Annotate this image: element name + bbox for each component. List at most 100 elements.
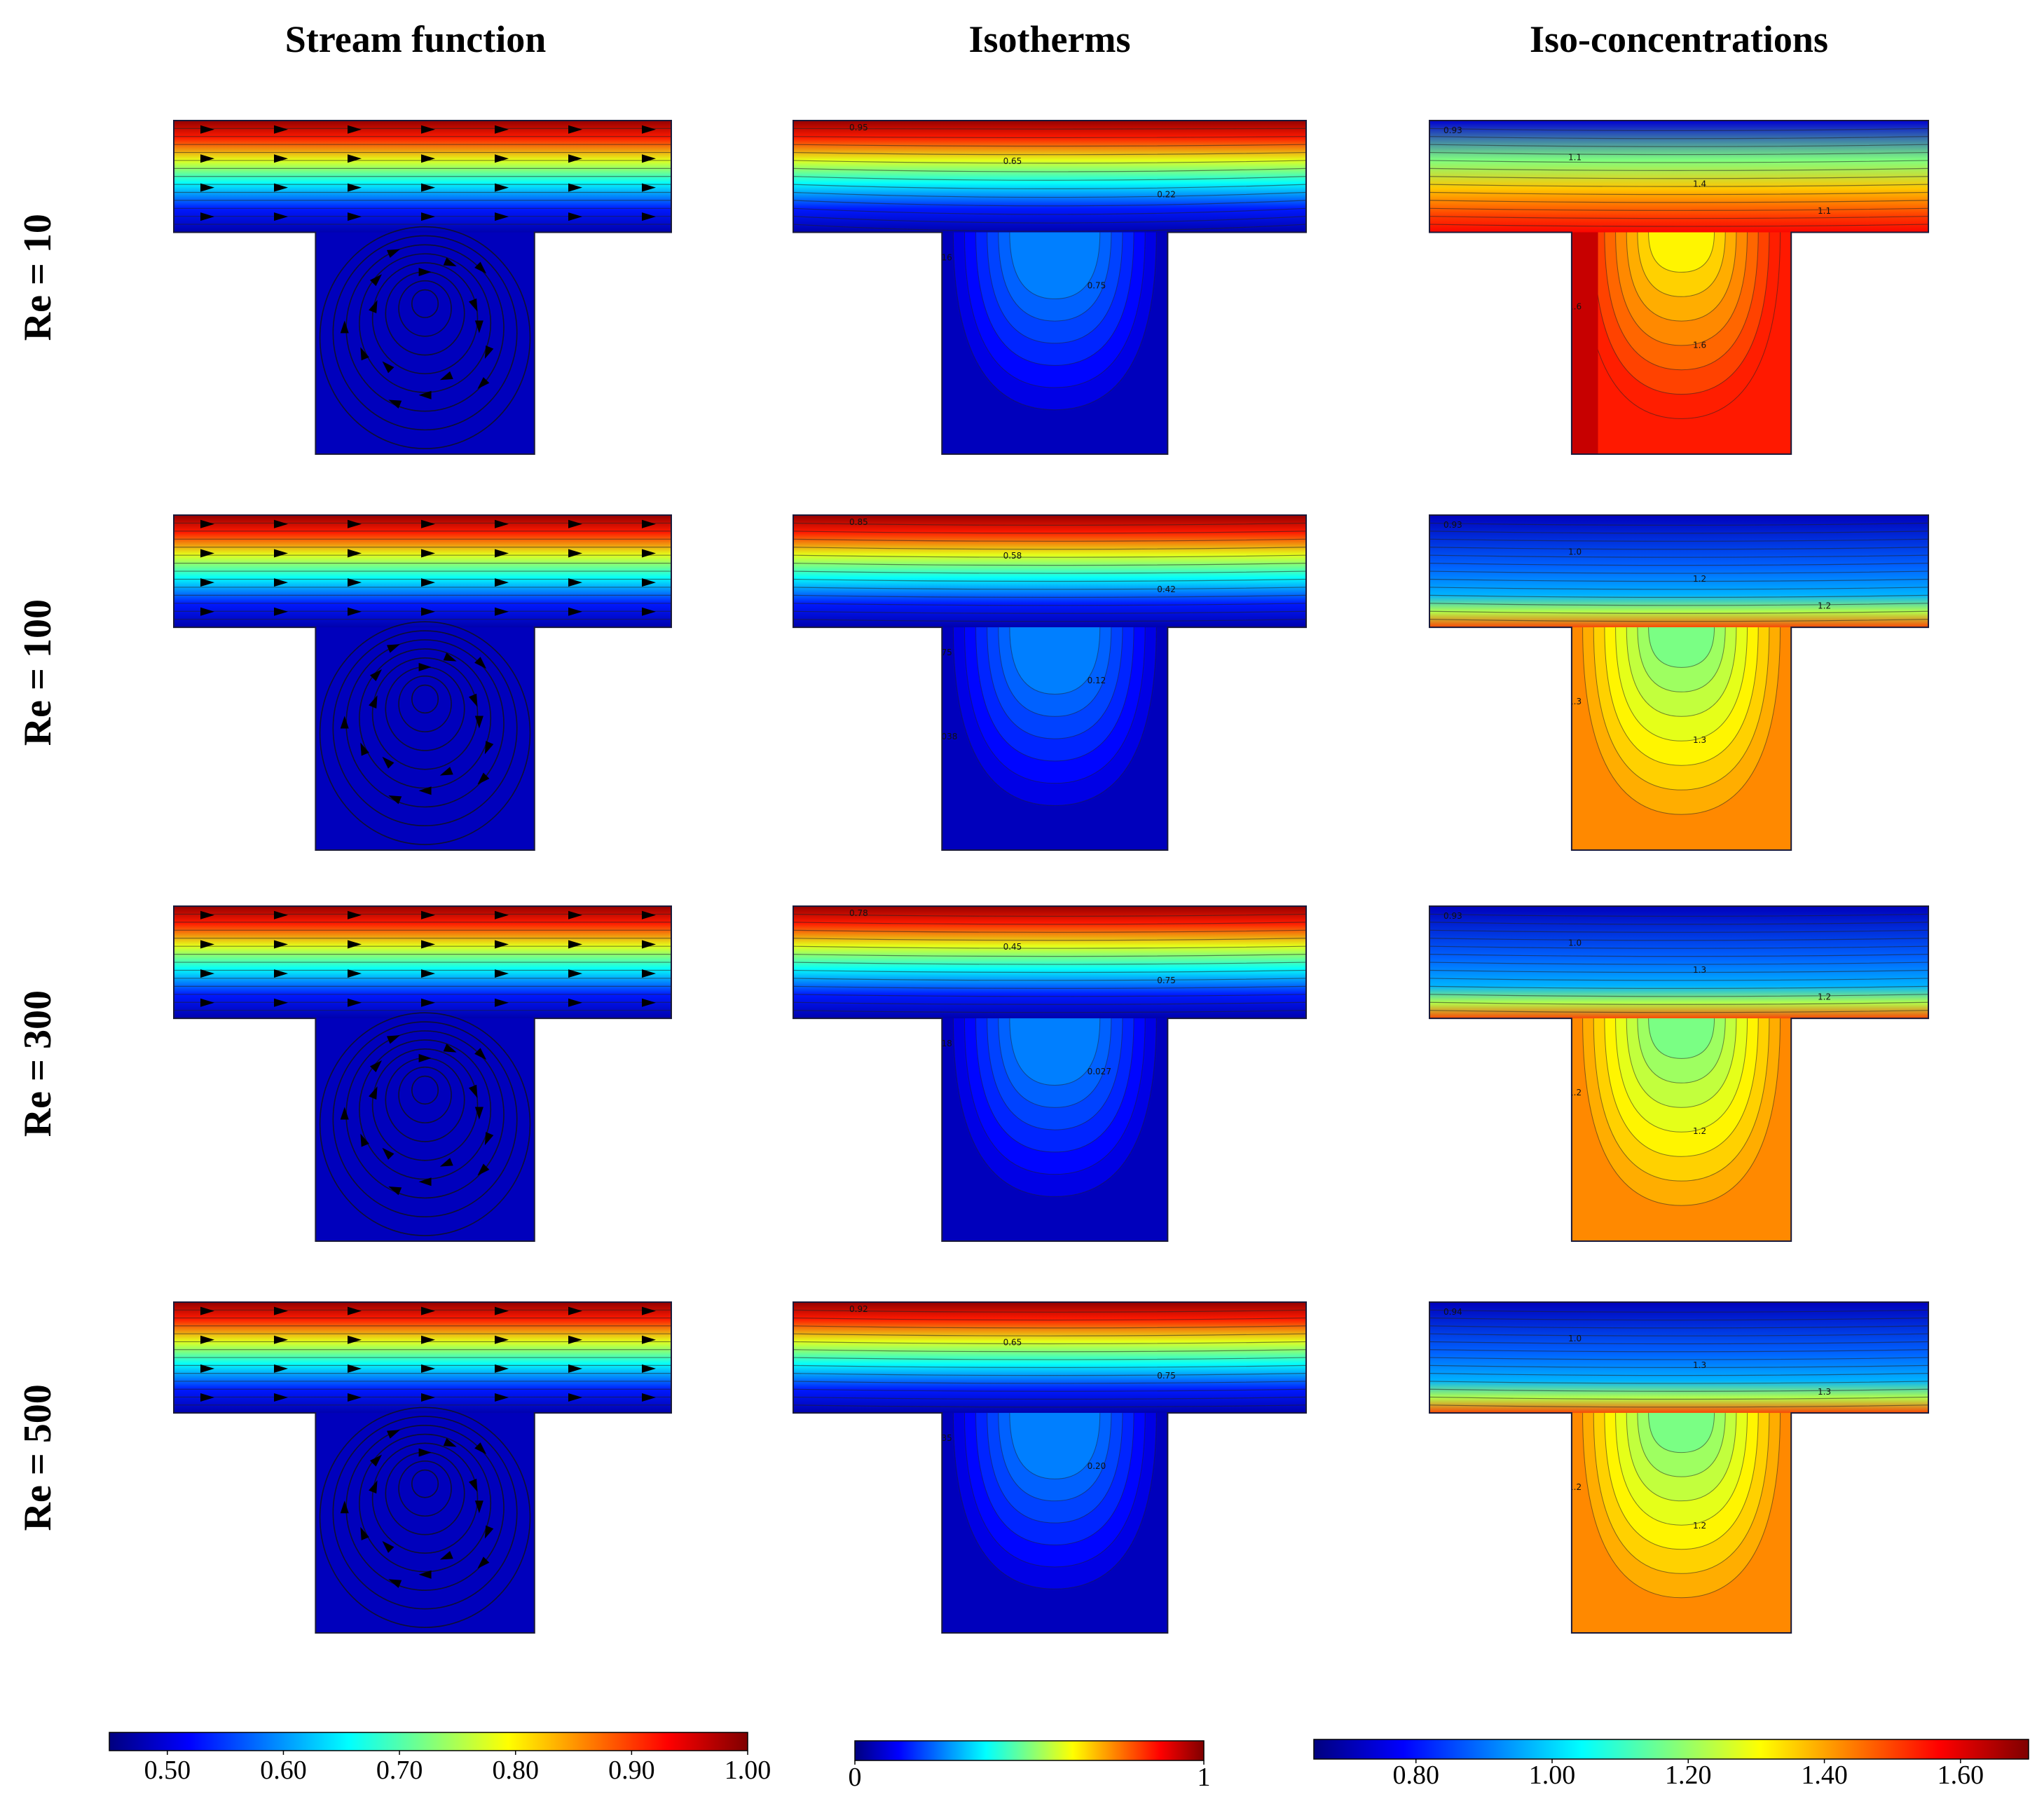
contour-label: 1.5 [1443, 263, 1457, 273]
panel-iso-re-500: 0.92 0.65 0.75 0.35 0.20 0.027 [793, 1302, 1306, 1633]
flow-arrow [495, 549, 509, 558]
vortex-arrow [340, 320, 349, 334]
contour-label: 0.94 [1443, 1307, 1462, 1317]
contour-label: 1.2 [1818, 1559, 1831, 1569]
cavity-field [315, 1413, 535, 1633]
flow-arrow [642, 212, 656, 221]
flow-arrow [348, 910, 362, 919]
vortex-arrow [388, 795, 402, 805]
vortex-arrow [439, 1158, 453, 1167]
flow-arrow [495, 1364, 509, 1373]
channel-field [1429, 1302, 1928, 1415]
flow-arrow [348, 183, 362, 192]
flow-arrow [348, 940, 362, 949]
contour-label: 1.1 [1818, 206, 1831, 216]
flow-arrow [274, 1393, 288, 1402]
contour-label: 0.65 [1003, 156, 1022, 166]
domain-outline [793, 120, 1307, 455]
flow-arrow [274, 969, 288, 978]
flow-arrow [200, 183, 214, 192]
contour-label: 0.93 [1443, 911, 1462, 921]
flow-arrow [274, 940, 288, 949]
flow-arrow [274, 154, 288, 163]
flow-arrow [568, 607, 582, 616]
vortex-arrow [387, 644, 400, 653]
colorbar-tick-label: 0.60 [260, 1756, 307, 1785]
flow-arrow [642, 125, 656, 134]
domain-outline [1429, 1301, 1929, 1634]
flow-arrow [421, 969, 435, 978]
panel-iso-re-100: 0.85 0.58 0.42 0.75 0.12 0.10 0.038 [793, 515, 1306, 850]
flow-arrow [200, 125, 214, 134]
flow-arrow [495, 910, 509, 919]
flow-arrow [200, 1364, 214, 1373]
contour-label: 0.42 [1157, 584, 1176, 594]
channel-field [793, 121, 1306, 234]
vortex-arrow [370, 274, 382, 287]
domain-outline [173, 1301, 672, 1634]
flow-arrow [274, 578, 288, 587]
domain-outline [1429, 514, 1929, 851]
vortex-arrow [369, 1480, 378, 1494]
panel-iso-re-300: 0.78 0.45 0.75 0.18 0.027 [793, 906, 1306, 1241]
vortex-arrow [474, 1107, 483, 1120]
vortex-arrow [439, 371, 453, 381]
vortex-arrow [443, 1438, 457, 1447]
flow-arrow [568, 519, 582, 528]
flow-arrow [495, 154, 509, 163]
flow-arrow [421, 183, 435, 192]
flow-arrow [568, 940, 582, 949]
flow-arrow [348, 549, 362, 558]
colorbar-tick-label: 0.70 [376, 1756, 423, 1785]
flow-arrow [421, 212, 435, 221]
vortex-arrow [418, 1177, 432, 1186]
domain-outline [793, 514, 1307, 851]
vortex-arrow [369, 1086, 378, 1100]
vortex-arrow [360, 347, 369, 361]
channel-field [793, 515, 1306, 629]
contour-label: 1.2 [1568, 1088, 1582, 1097]
vortex-arrow [484, 1132, 494, 1146]
flow-arrow [274, 212, 288, 221]
domain-outline [173, 905, 672, 1242]
contour-label: 1.3 [1568, 697, 1582, 706]
flow-arrow [495, 998, 509, 1007]
flow-arrow [421, 578, 435, 587]
column-title-conc: Iso-concentrations [1530, 18, 1828, 60]
colorbar-tick-label: 1.00 [1529, 1760, 1576, 1790]
domain-outline [173, 120, 672, 455]
panel-stream-re-10 [174, 121, 671, 454]
flow-arrow [348, 1335, 362, 1344]
domain-outline [793, 1301, 1307, 1634]
colorbar-tick-label: 1 [1198, 1763, 1211, 1792]
row-label-re-500: Re = 500 [16, 1384, 60, 1531]
contour-label: 0.85 [849, 517, 868, 527]
panel-iso-re-10: 0.95 0.65 0.22 0.16 0.75 [793, 121, 1306, 454]
flow-arrow [200, 940, 214, 949]
flow-arrow [568, 154, 582, 163]
flow-arrow [421, 607, 435, 616]
flow-arrow [421, 154, 435, 163]
vortex-arrow [468, 1478, 478, 1492]
flow-arrow [495, 1335, 509, 1344]
vortex-arrow [370, 669, 382, 681]
channel-field [1429, 515, 1928, 629]
vortex-arrow [443, 652, 457, 662]
row-label-re-300: Re = 300 [16, 990, 60, 1137]
flow-arrow [274, 125, 288, 134]
vortex-arrow [388, 1186, 402, 1196]
vortex-arrow [443, 257, 457, 266]
vortex-arrow [418, 786, 432, 795]
flow-arrow [568, 1364, 582, 1373]
vortex-arrow [418, 1053, 432, 1062]
flow-arrow [495, 125, 509, 134]
flow-arrow [421, 549, 435, 558]
vortex-arrow [382, 361, 395, 374]
colorbar-tick-label: 1.40 [1801, 1760, 1848, 1790]
colorbar-tick-label: 0.90 [608, 1756, 655, 1785]
colorbar-gradient [109, 1732, 748, 1751]
colorbar-tick-label: 0.80 [1392, 1760, 1439, 1790]
contour-label: 1.2 [1693, 574, 1706, 584]
